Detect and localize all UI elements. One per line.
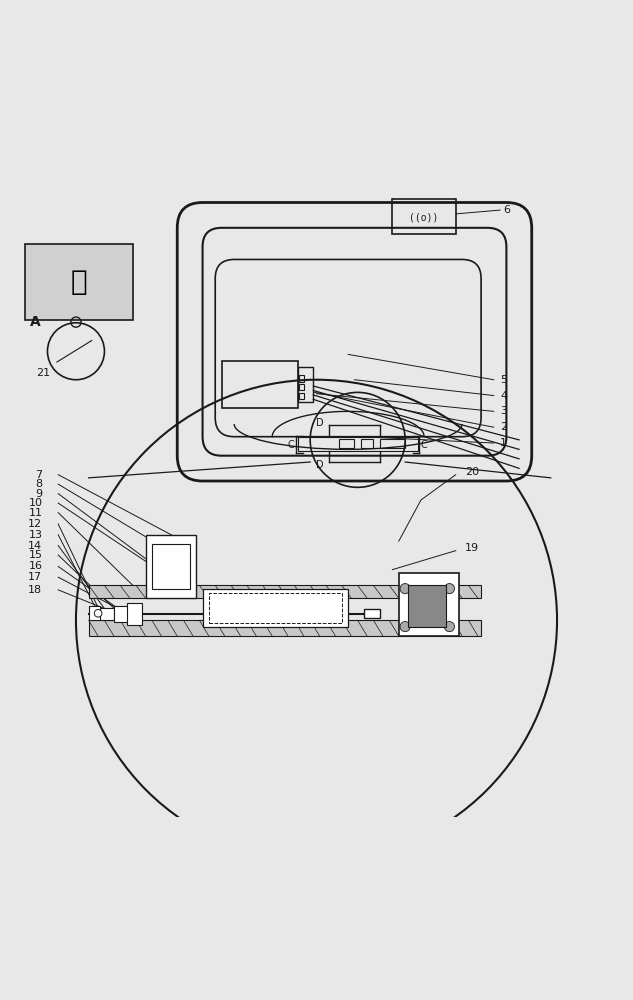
Bar — [399, 573, 459, 636]
Text: 21: 21 — [36, 368, 50, 378]
Bar — [299, 375, 304, 382]
Bar — [361, 439, 373, 448]
Text: 7: 7 — [35, 470, 42, 480]
Bar — [203, 589, 348, 627]
Bar — [152, 544, 190, 589]
Bar — [146, 535, 196, 598]
Text: 5: 5 — [500, 375, 507, 385]
Text: 🐕: 🐕 — [71, 268, 87, 296]
Circle shape — [94, 610, 102, 617]
Circle shape — [400, 622, 410, 632]
Text: C: C — [421, 440, 427, 450]
Bar — [89, 620, 481, 636]
Bar — [392, 199, 456, 234]
Bar — [114, 606, 139, 622]
Bar — [339, 439, 354, 448]
Bar — [222, 361, 298, 408]
Text: 4: 4 — [500, 391, 507, 401]
Bar — [209, 593, 342, 623]
Text: C: C — [288, 440, 294, 450]
Text: 20: 20 — [465, 467, 479, 477]
Bar — [298, 437, 418, 451]
Text: A: A — [30, 315, 40, 329]
Bar — [299, 384, 304, 390]
Bar — [299, 393, 304, 399]
Text: 18: 18 — [28, 585, 42, 595]
Circle shape — [400, 584, 410, 594]
Text: 3: 3 — [500, 406, 507, 416]
Bar — [89, 585, 481, 598]
Bar — [25, 244, 133, 320]
Text: 13: 13 — [28, 530, 42, 540]
Bar — [364, 609, 380, 618]
Text: 16: 16 — [28, 561, 42, 571]
Text: 1: 1 — [500, 438, 507, 448]
Text: 15: 15 — [28, 550, 42, 560]
Text: ((o)): ((o)) — [410, 212, 439, 222]
Bar — [89, 606, 100, 620]
Bar — [408, 585, 446, 627]
Text: 19: 19 — [465, 543, 479, 553]
Text: 17: 17 — [28, 572, 42, 582]
Text: D: D — [316, 418, 323, 428]
Circle shape — [444, 622, 454, 632]
Text: 11: 11 — [28, 508, 42, 518]
Text: 14: 14 — [28, 541, 42, 551]
Bar — [127, 603, 142, 625]
Text: 6: 6 — [503, 205, 510, 215]
Text: D: D — [316, 460, 323, 470]
Bar — [98, 608, 114, 620]
Text: 8: 8 — [35, 479, 42, 489]
Text: 2: 2 — [500, 422, 507, 432]
Text: 10: 10 — [28, 498, 42, 508]
Bar — [298, 367, 313, 402]
Circle shape — [444, 584, 454, 594]
Text: 9: 9 — [35, 489, 42, 499]
Text: 12: 12 — [28, 519, 42, 529]
Bar — [380, 439, 405, 448]
